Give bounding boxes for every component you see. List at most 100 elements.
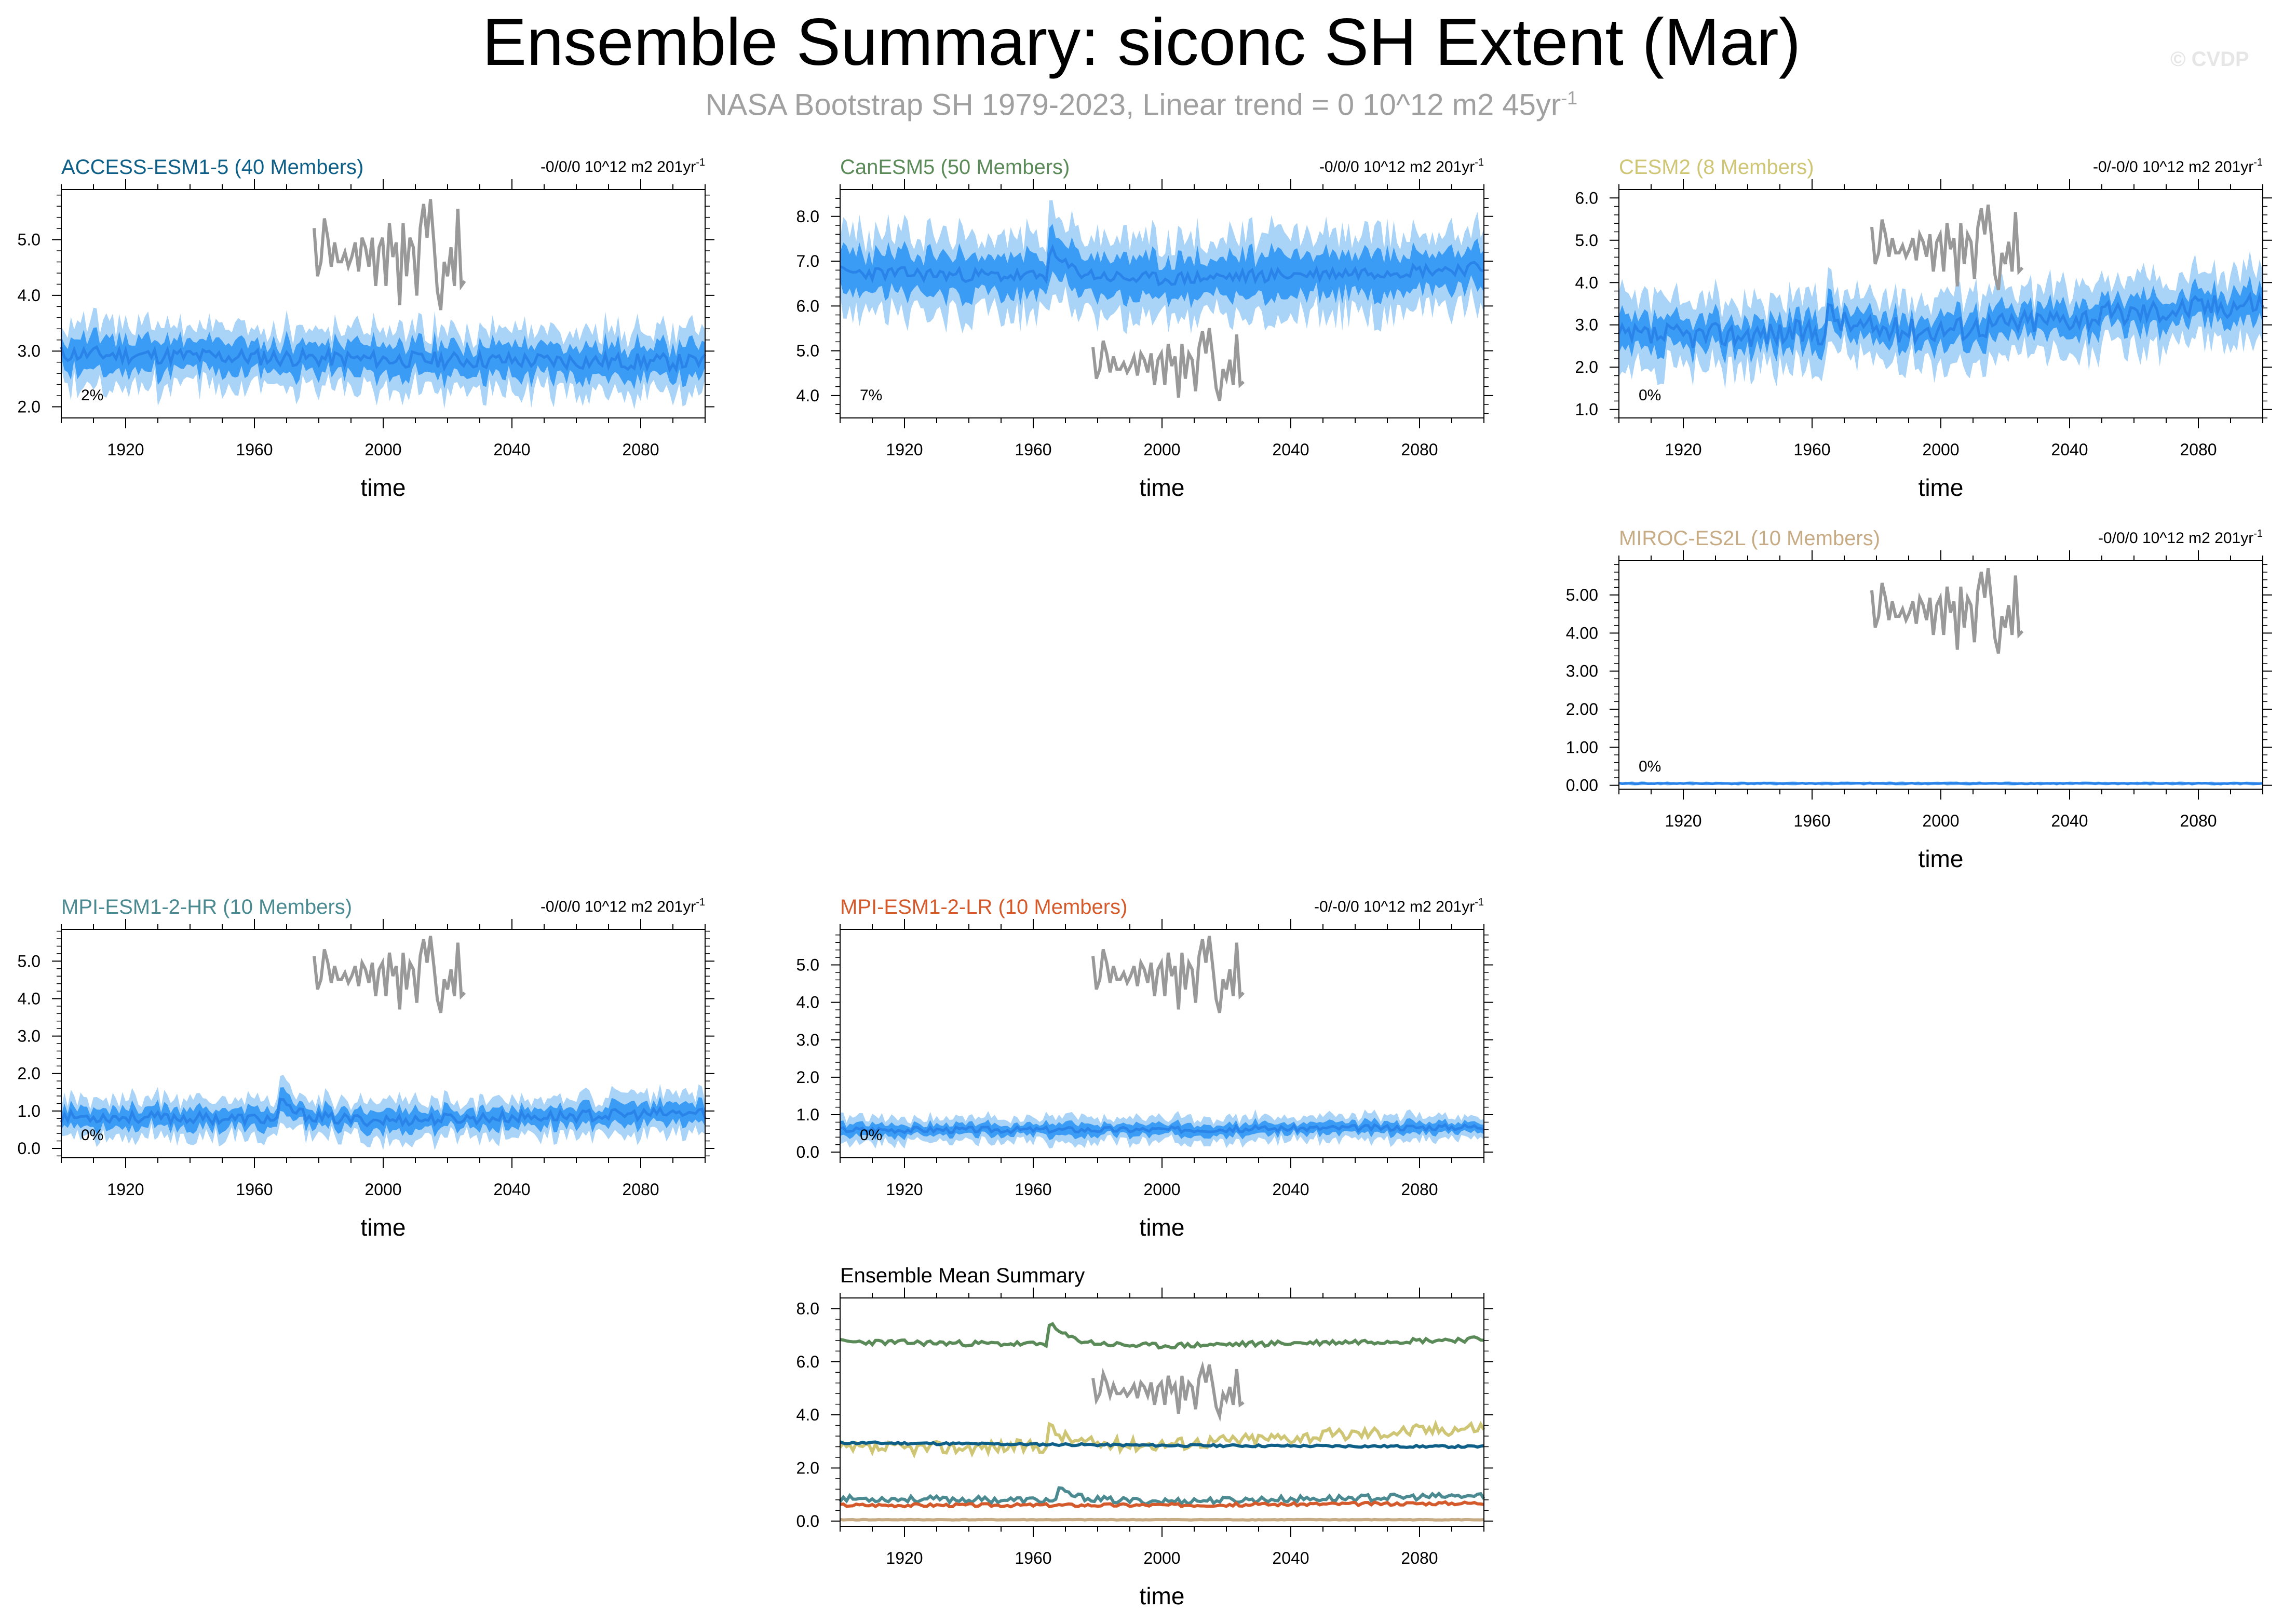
x-tick-label: 1920 <box>886 1180 923 1199</box>
percent-label: 7% <box>860 387 882 404</box>
panel-0: ACCESS-ESM1-5 (40 Members) -0/0/0 10^12 m… <box>18 156 714 501</box>
y-tick-label: 3.0 <box>796 1031 819 1049</box>
x-tick-label: 2080 <box>1401 1180 1438 1199</box>
trend-label: -0/0/0 10^12 m2 201yr-1 <box>1319 157 1484 175</box>
x-tick-label: 2080 <box>622 1180 659 1199</box>
figure-title: Ensemble Summary: siconc SH Extent (Mar) <box>482 5 1801 79</box>
x-tick-label: 1960 <box>236 440 273 459</box>
y-tick-label: 2.0 <box>18 398 40 416</box>
percent-label: 0% <box>1639 758 1661 775</box>
plot-frame <box>840 1297 1484 1527</box>
trend-sup: -1 <box>696 157 705 168</box>
copyright-watermark: © CVDP <box>2170 48 2249 71</box>
trend-text: -0/0/0 10^12 m2 201yr <box>2098 530 2253 547</box>
observation-line <box>1870 567 2024 654</box>
x-tick-label: 2000 <box>1143 440 1180 459</box>
panel-title: CESM2 (8 Members) <box>1619 156 1814 179</box>
trend-sup: -1 <box>696 897 705 908</box>
ensemble-mean-line <box>60 1098 707 1128</box>
series-line-4 <box>840 1500 1484 1509</box>
panel-3: MIROC-ES2L (10 Members) -0/0/0 10^12 m2 2… <box>1566 527 2272 872</box>
x-tick-label: 2080 <box>2180 440 2217 459</box>
y-tick-label: 8.0 <box>796 207 819 226</box>
y-tick-label: 1.00 <box>1566 738 1598 756</box>
x-tick-label: 1960 <box>1793 440 1830 459</box>
x-tick-label: 1920 <box>107 1180 144 1199</box>
x-tick-label: 1960 <box>236 1180 273 1199</box>
trend-label: -0/-0/0 10^12 m2 201yr-1 <box>2093 157 2263 175</box>
y-tick-label: 4.0 <box>18 989 40 1008</box>
trend-sup: -1 <box>2253 528 2263 539</box>
x-axis-label: time <box>1919 845 1964 872</box>
y-tick-label: 2.0 <box>796 1458 819 1477</box>
x-tick-label: 1920 <box>1665 811 1701 830</box>
x-tick-label: 2080 <box>2180 811 2217 830</box>
y-tick-label: 3.0 <box>18 342 40 360</box>
trend-sup: -1 <box>1475 157 1484 168</box>
percent-label: 0% <box>860 1127 882 1144</box>
x-tick-label: 1920 <box>1665 440 1701 459</box>
y-tick-label: 4.0 <box>796 386 819 405</box>
observation-line <box>1870 204 2024 291</box>
y-tick-label: 0.0 <box>18 1139 40 1158</box>
x-tick-label: 2080 <box>1401 1549 1438 1567</box>
y-tick-label: 5.0 <box>796 342 819 360</box>
y-tick-label: 2.00 <box>1566 700 1598 719</box>
observation-line <box>1091 936 1245 1013</box>
y-tick-label: 3.0 <box>18 1027 40 1046</box>
panel-title: Ensemble Mean Summary <box>840 1264 1085 1287</box>
x-axis-label: time <box>1140 1214 1185 1241</box>
x-tick-label: 2040 <box>493 440 530 459</box>
y-tick-label: 3.00 <box>1566 662 1598 681</box>
y-tick-label: 4.0 <box>1575 273 1598 292</box>
x-tick-label: 1920 <box>886 440 923 459</box>
panel-2: CESM2 (8 Members) -0/-0/0 10^12 m2 201yr-… <box>1575 156 2272 501</box>
percent-label: 0% <box>1639 387 1661 404</box>
series-line-0 <box>840 1322 1484 1350</box>
panel-1: CanESM5 (50 Members) -0/0/0 10^12 m2 201y… <box>796 156 1493 501</box>
x-tick-label: 2040 <box>1272 1549 1309 1567</box>
x-tick-label: 2000 <box>1143 1549 1180 1567</box>
y-tick-label: 8.0 <box>796 1299 819 1318</box>
panel-6: Ensemble Mean Summary 1920 1960 2000 2040 208… <box>796 1264 1493 1609</box>
panel-title: ACCESS-ESM1-5 (40 Members) <box>61 156 363 179</box>
y-tick-label: 0.0 <box>796 1143 819 1161</box>
ensemble-mean-line <box>60 345 706 373</box>
trend-text: -0/0/0 10^12 m2 201yr <box>1319 158 1475 175</box>
series-line-2 <box>839 1440 1484 1450</box>
y-tick-label: 6.0 <box>796 296 819 315</box>
y-tick-label: 2.0 <box>18 1064 40 1083</box>
x-tick-label: 1960 <box>1015 1549 1051 1567</box>
y-tick-label: 2.0 <box>796 1068 819 1087</box>
subtitle-superscript: -1 <box>1561 87 1578 109</box>
x-tick-label: 1920 <box>107 440 144 459</box>
y-tick-label: 7.0 <box>796 252 819 270</box>
x-tick-label: 1920 <box>886 1549 923 1567</box>
trend-sup: -1 <box>2253 157 2263 168</box>
series-line-1 <box>839 1419 1485 1459</box>
trend-label: -0/-0/0 10^12 m2 201yr-1 <box>1314 897 1484 915</box>
x-axis-label: time <box>361 474 406 501</box>
x-tick-label: 1960 <box>1015 440 1051 459</box>
y-tick-label: 5.0 <box>1575 231 1598 250</box>
x-axis-label: time <box>361 1214 406 1241</box>
observation-line <box>313 936 466 1013</box>
subtitle-text: NASA Bootstrap SH 1979-2023, Linear tren… <box>705 88 1561 122</box>
y-tick-label: 5.00 <box>1566 586 1598 604</box>
y-tick-label: 2.0 <box>1575 358 1598 376</box>
x-tick-label: 1960 <box>1793 811 1830 830</box>
x-axis-label: time <box>1140 474 1185 501</box>
x-axis-label: time <box>1919 474 1964 501</box>
trend-text: -0/0/0 10^12 m2 201yr <box>541 898 696 915</box>
trend-text: -0/0/0 10^12 m2 201yr <box>541 158 696 175</box>
x-tick-label: 2000 <box>1922 811 1959 830</box>
figure-subtitle: NASA Bootstrap SH 1979-2023, Linear tren… <box>0 87 2283 122</box>
trend-label: -0/0/0 10^12 m2 201yr-1 <box>541 897 705 915</box>
y-tick-label: 6.0 <box>1575 188 1598 207</box>
panel-5: MPI-ESM1-2-LR (10 Members) -0/-0/0 10^12 … <box>796 896 1493 1241</box>
panel-title: MPI-ESM1-2-LR (10 Members) <box>840 896 1127 918</box>
percent-label: 2% <box>81 387 103 404</box>
y-tick-label: 6.0 <box>796 1352 819 1371</box>
x-tick-label: 2040 <box>1272 440 1309 459</box>
panel-title: MIROC-ES2L (10 Members) <box>1619 527 1880 550</box>
